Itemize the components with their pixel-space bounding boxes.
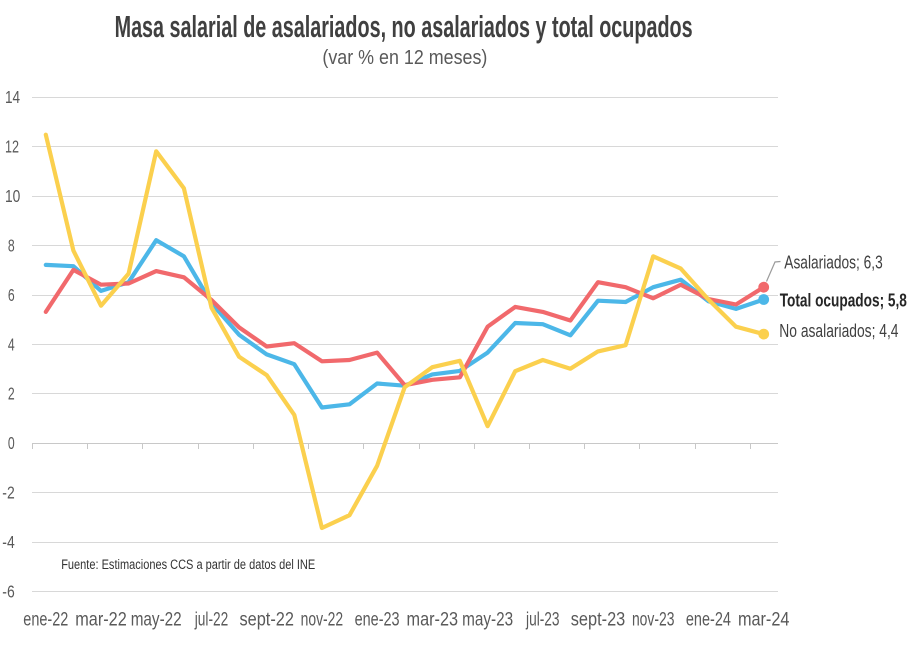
svg-text:mar-24: mar-24 — [738, 609, 790, 631]
svg-text:6: 6 — [8, 285, 15, 305]
svg-text:mar-23: mar-23 — [407, 609, 459, 631]
svg-text:10: 10 — [5, 186, 20, 206]
svg-text:-6: -6 — [2, 581, 14, 601]
svg-text:No asalariados; 4,4: No asalariados; 4,4 — [779, 321, 898, 341]
svg-text:Masa salarial de asalariados,: Masa salarial de asalariados, no asalari… — [115, 9, 693, 44]
svg-text:14: 14 — [5, 87, 20, 107]
svg-text:-4: -4 — [2, 532, 15, 552]
svg-text:Total ocupados; 5,8: Total ocupados; 5,8 — [780, 290, 907, 310]
svg-text:(var % en 12 meses): (var % en 12 meses) — [322, 47, 487, 69]
svg-text:ene-23: ene-23 — [355, 609, 400, 631]
svg-text:sept-22: sept-22 — [239, 609, 294, 631]
svg-text:jul-22: jul-22 — [194, 609, 228, 631]
svg-text:mar-22: mar-22 — [75, 609, 127, 631]
svg-text:jul-23: jul-23 — [525, 609, 559, 631]
svg-text:may-23: may-23 — [462, 609, 513, 631]
svg-text:ene-24: ene-24 — [686, 609, 731, 631]
svg-text:ene-22: ene-22 — [23, 609, 68, 631]
svg-text:may-22: may-22 — [131, 609, 182, 631]
svg-text:-2: -2 — [2, 483, 14, 503]
svg-text:2: 2 — [8, 384, 15, 404]
svg-text:4: 4 — [8, 334, 15, 354]
svg-text:sept-23: sept-23 — [571, 609, 626, 631]
svg-text:nov-23: nov-23 — [632, 609, 675, 631]
svg-text:0: 0 — [8, 433, 15, 453]
svg-text:Asalariados; 6,3: Asalariados; 6,3 — [784, 252, 882, 272]
svg-text:8: 8 — [8, 236, 15, 256]
svg-text:12: 12 — [5, 137, 19, 157]
svg-text:Fuente: Estimaciones CCS a par: Fuente: Estimaciones CCS a partir de dat… — [61, 557, 315, 572]
svg-text:nov-22: nov-22 — [301, 609, 344, 631]
